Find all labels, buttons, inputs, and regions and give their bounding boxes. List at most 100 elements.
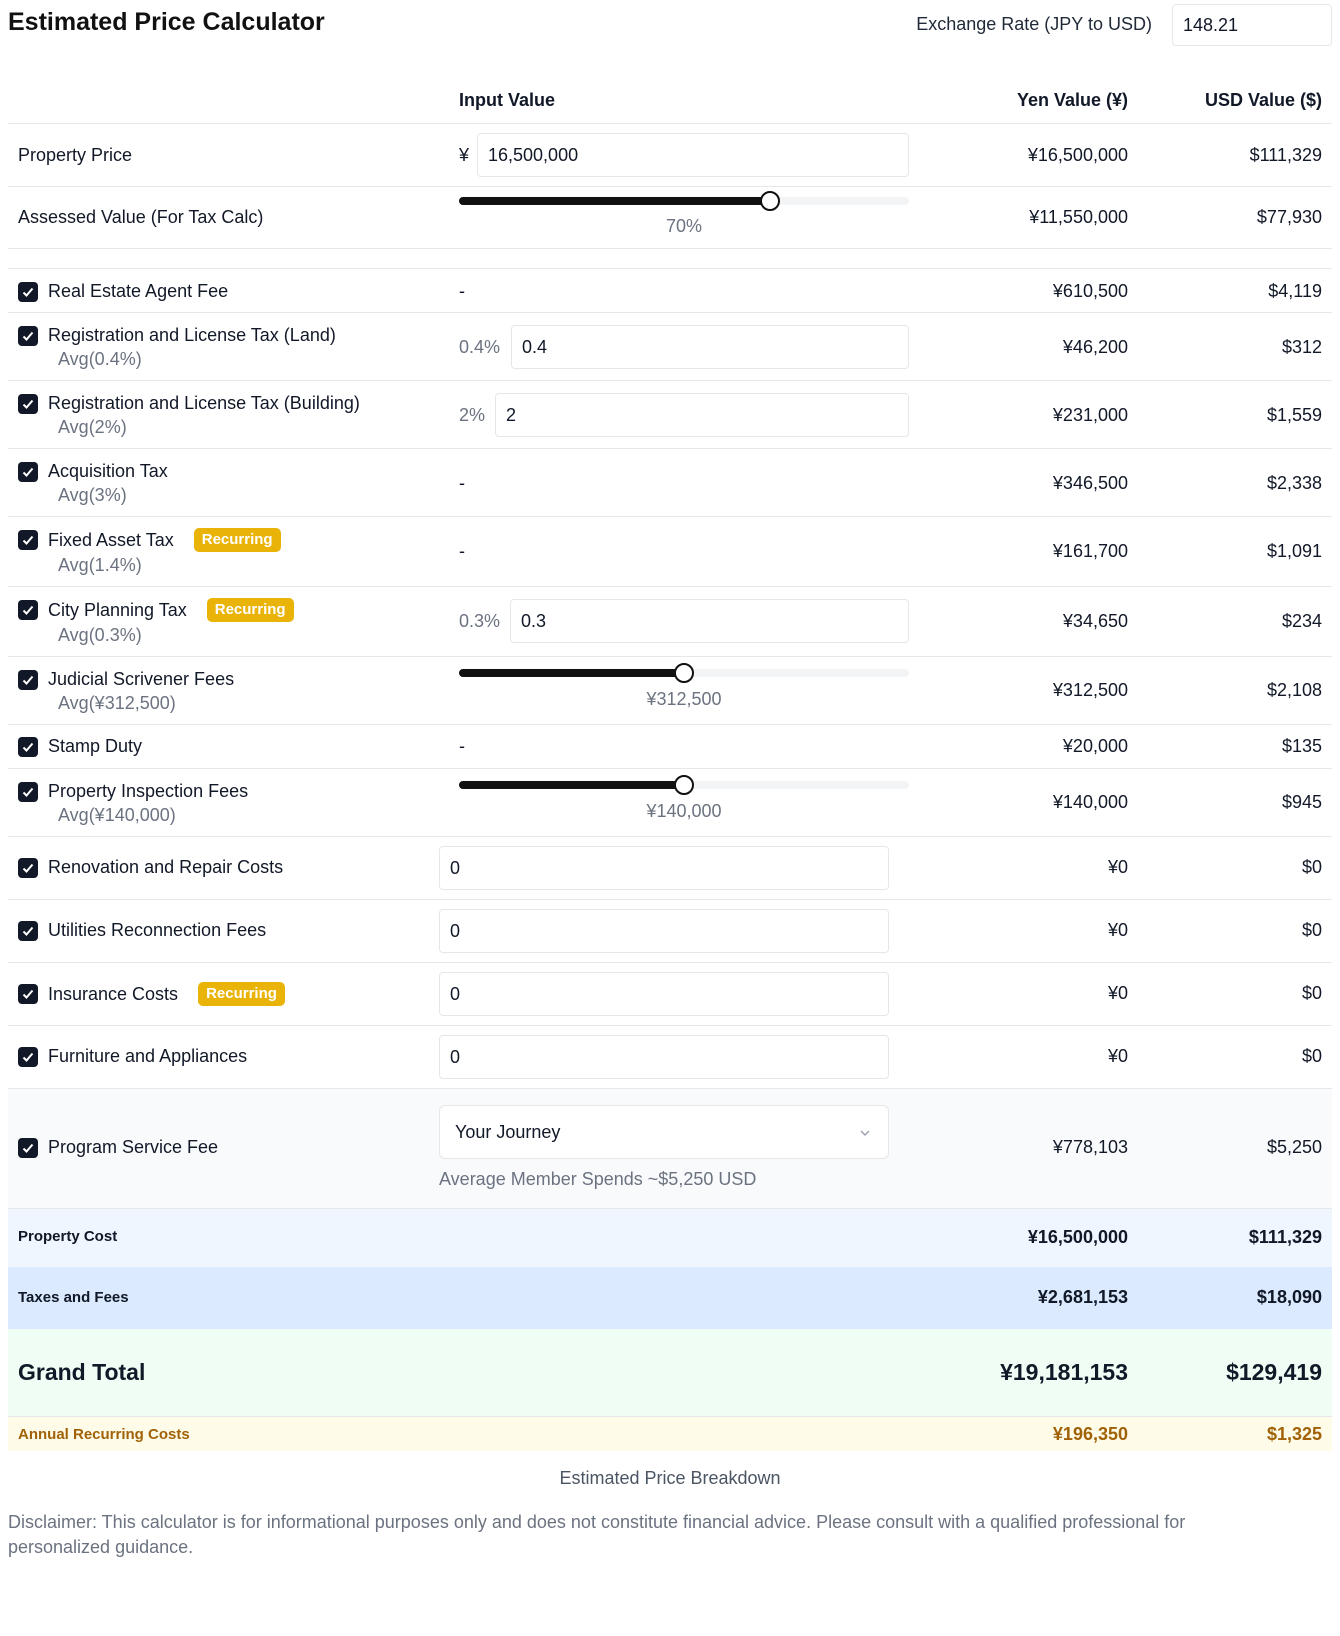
slider-fill: [459, 669, 684, 677]
calculator-table: Input Value Yen Value (¥) USD Value ($) …: [8, 76, 1332, 1451]
summary-label: Annual Recurring Costs: [18, 1426, 190, 1443]
checkbox[interactable]: [18, 600, 38, 620]
row-property-inspection: Property Inspection Fees Avg(¥140,000) ¥…: [8, 769, 1332, 837]
insurance-input[interactable]: 0: [439, 972, 889, 1016]
utilities-input[interactable]: 0: [439, 909, 889, 953]
breakdown-caption: Estimated Price Breakdown: [559, 1468, 781, 1488]
checkbox[interactable]: [18, 325, 38, 346]
row-program-service-fee: Program Service Fee Your Journey Average…: [8, 1089, 1332, 1209]
usd-value: $5,250: [1266, 1137, 1322, 1157]
row-utilities: Utilities Reconnection Fees 0 ¥0 $0: [8, 900, 1332, 963]
input-placeholder-dash: -: [459, 281, 465, 301]
checkbox[interactable]: [18, 1046, 38, 1067]
yen-symbol: ¥: [459, 145, 470, 165]
slider-value: 70%: [665, 216, 703, 236]
exchange-rate-input[interactable]: [1172, 4, 1332, 46]
percent-label: 0.4%: [459, 337, 501, 357]
usd-value: $0: [1301, 920, 1322, 940]
average-hint: Avg(0.4%): [58, 349, 142, 369]
row-agent-fee: Real Estate Agent Fee - ¥610,500 $4,119: [8, 269, 1332, 313]
row-label-group: Furniture and Appliances: [18, 1046, 247, 1067]
checkbox[interactable]: [18, 669, 38, 690]
summary-taxes-fees: Taxes and Fees ¥2,681,153 $18,090: [8, 1267, 1332, 1329]
row-acquisition-tax: Acquisition Tax Avg(3%) - ¥346,500 $2,33…: [8, 449, 1332, 517]
assessed-value-slider[interactable]: [459, 191, 909, 211]
recurring-badge: Recurring: [198, 982, 285, 1006]
renovation-input[interactable]: 0: [439, 846, 889, 890]
usd-value: $111,329: [1249, 145, 1322, 165]
slider-value: ¥312,500: [646, 689, 722, 709]
summary-grand-total: Grand Total ¥19,181,153 $129,419: [8, 1329, 1332, 1417]
average-hint: Avg(0.3%): [58, 625, 142, 645]
program-select[interactable]: Your Journey: [439, 1105, 889, 1159]
usd-value: $2,338: [1266, 473, 1322, 493]
row-label-group: Utilities Reconnection Fees: [18, 920, 266, 941]
header: Estimated Price Calculator Exchange Rate…: [8, 0, 1332, 48]
column-header-yen: Yen Value (¥): [1016, 90, 1128, 110]
registration-land-input[interactable]: 0.4: [511, 325, 909, 369]
slider-thumb[interactable]: [759, 191, 780, 211]
column-header-input: Input Value: [459, 90, 556, 110]
checkbox[interactable]: [18, 1137, 38, 1158]
row-judicial-scrivener: Judicial Scrivener Fees Avg(¥312,500) ¥3…: [8, 657, 1332, 725]
usd-value: $111,329: [1248, 1227, 1322, 1247]
yen-value: ¥346,500: [1052, 473, 1128, 493]
summary-annual-recurring: Annual Recurring Costs ¥196,350 $1,325: [8, 1417, 1332, 1451]
row-insurance: Insurance Costs Recurring 0 ¥0 $0: [8, 963, 1332, 1026]
row-label-group: Registration and License Tax (Land): [18, 325, 336, 346]
summary-label: Grand Total: [18, 1359, 146, 1385]
yen-value: ¥20,000: [1062, 736, 1128, 756]
usd-value: $0: [1301, 983, 1322, 1003]
usd-value: $1,325: [1266, 1424, 1322, 1444]
checkbox[interactable]: [18, 461, 38, 482]
checkbox[interactable]: [18, 984, 38, 1004]
recurring-badge: Recurring: [193, 528, 281, 552]
row-label: Registration and License Tax (Land): [48, 325, 336, 345]
page-title: Estimated Price Calculator: [8, 8, 325, 36]
checkbox[interactable]: [18, 920, 38, 941]
inspection-fee-slider[interactable]: [459, 775, 909, 795]
disclaimer-text: Disclaimer: This calculator is for infor…: [8, 1512, 1186, 1557]
property-price-input[interactable]: 16,500,000: [477, 133, 909, 177]
row-label-group: Stamp Duty: [18, 736, 142, 757]
row-label-group: Property Inspection Fees: [18, 781, 248, 802]
checkbox[interactable]: [18, 530, 38, 550]
row-label: Real Estate Agent Fee: [48, 281, 229, 301]
checkbox[interactable]: [18, 281, 38, 302]
checkbox[interactable]: [18, 781, 38, 802]
usd-value: $1,559: [1266, 405, 1322, 425]
yen-value: ¥0: [1107, 1046, 1128, 1066]
judicial-fee-slider[interactable]: [459, 663, 909, 683]
yen-value: ¥34,650: [1062, 611, 1128, 631]
row-label-group: Judicial Scrivener Fees: [18, 669, 234, 690]
input-placeholder-dash: -: [459, 473, 465, 493]
row-registration-land: Registration and License Tax (Land) Avg(…: [8, 313, 1332, 381]
furniture-input[interactable]: 0: [439, 1035, 889, 1079]
yen-value: ¥11,550,000: [1029, 207, 1128, 227]
row-label: Assessed Value (For Tax Calc): [18, 207, 264, 227]
row-label-group: Renovation and Repair Costs: [18, 857, 283, 878]
summary-label: Property Cost: [18, 1228, 118, 1245]
row-label-group: City Planning Tax Recurring: [18, 598, 294, 622]
slider-thumb[interactable]: [674, 663, 694, 683]
row-label: Acquisition Tax: [48, 461, 168, 481]
registration-building-input[interactable]: 2: [495, 393, 909, 437]
row-label: Property Inspection Fees: [48, 781, 249, 801]
average-hint: Avg(2%): [58, 417, 127, 437]
summary-property-cost: Property Cost ¥16,500,000 $111,329: [8, 1209, 1332, 1267]
city-planning-input[interactable]: 0.3: [510, 599, 909, 643]
row-label: Stamp Duty: [48, 736, 143, 756]
checkbox[interactable]: [18, 857, 38, 878]
row-label-group: Acquisition Tax: [18, 461, 168, 482]
checkbox[interactable]: [18, 736, 38, 757]
yen-value: ¥196,350: [1052, 1424, 1128, 1444]
row-fixed-asset-tax: Fixed Asset Tax Recurring Avg(1.4%) - ¥1…: [8, 517, 1332, 587]
usd-value: $0: [1301, 857, 1322, 877]
slider-thumb[interactable]: [674, 775, 694, 795]
usd-value: $135: [1281, 736, 1322, 756]
yen-value: ¥16,500,000: [1027, 145, 1128, 165]
average-hint: Avg(¥140,000): [58, 805, 176, 825]
row-label: Fixed Asset Tax: [48, 529, 174, 550]
checkbox[interactable]: [18, 393, 38, 414]
exchange-rate-label: Exchange Rate (JPY to USD): [916, 14, 1152, 34]
